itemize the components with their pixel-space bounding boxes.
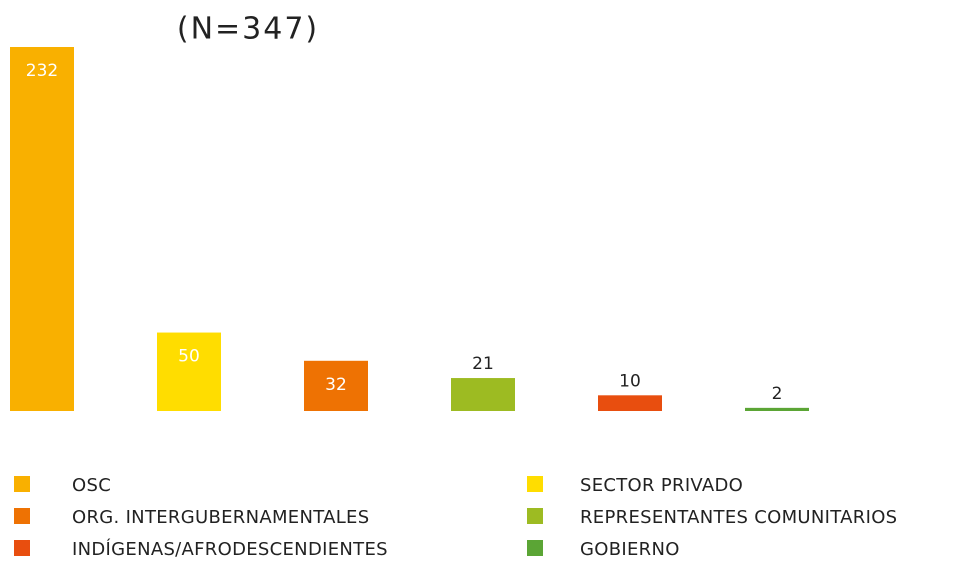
bar	[451, 378, 515, 411]
data-label: 2	[772, 384, 783, 404]
bar	[10, 47, 74, 411]
data-label: 10	[619, 371, 641, 391]
legend-swatch	[527, 508, 543, 524]
data-label: 50	[178, 347, 200, 367]
legend-label: ORG. INTERGUBERNAMENTALES	[72, 507, 369, 528]
bar	[598, 395, 662, 411]
bar	[745, 407, 809, 411]
legend-swatch	[527, 540, 543, 556]
legend-swatch	[527, 476, 543, 492]
legend-label: GOBIERNO	[580, 539, 680, 560]
legend-label: REPRESENTANTES COMUNITARIOS	[580, 507, 897, 528]
legend-swatch	[14, 476, 30, 492]
bar	[157, 332, 221, 411]
legend-swatch	[14, 540, 30, 556]
legend-label: SECTOR PRIVADO	[580, 475, 743, 496]
data-label: 21	[472, 354, 494, 374]
legend-label: INDÍGENAS/AFRODESCENDIENTES	[72, 538, 388, 560]
data-label: 232	[26, 61, 58, 81]
chart-title: (N=347)	[177, 12, 319, 47]
legend-label: OSC	[72, 475, 111, 496]
bar	[304, 360, 368, 411]
data-label: 32	[325, 375, 347, 395]
legend-swatch	[14, 508, 30, 524]
